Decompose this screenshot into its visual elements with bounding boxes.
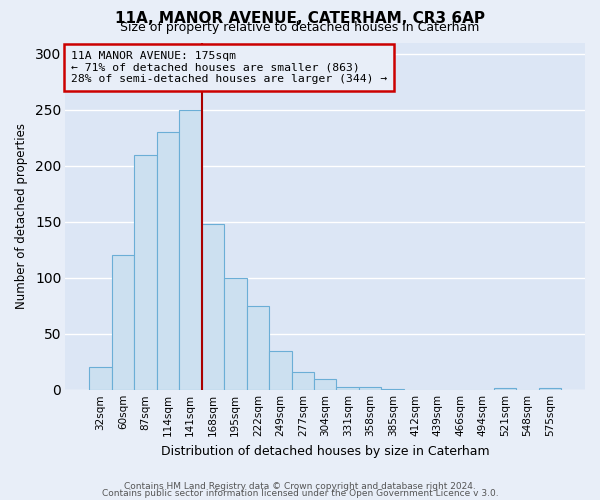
Bar bbox=[337, 386, 359, 390]
Bar bbox=[134, 154, 157, 390]
Bar bbox=[314, 378, 337, 390]
Bar bbox=[247, 306, 269, 390]
Bar bbox=[382, 389, 404, 390]
Text: 11A, MANOR AVENUE, CATERHAM, CR3 6AP: 11A, MANOR AVENUE, CATERHAM, CR3 6AP bbox=[115, 11, 485, 26]
Bar bbox=[292, 372, 314, 390]
Bar bbox=[179, 110, 202, 390]
Bar bbox=[539, 388, 562, 390]
Bar bbox=[494, 388, 517, 390]
Bar bbox=[112, 256, 134, 390]
Text: 11A MANOR AVENUE: 175sqm
← 71% of detached houses are smaller (863)
28% of semi-: 11A MANOR AVENUE: 175sqm ← 71% of detach… bbox=[71, 51, 387, 84]
Y-axis label: Number of detached properties: Number of detached properties bbox=[15, 123, 28, 309]
Text: Contains public sector information licensed under the Open Government Licence v : Contains public sector information licen… bbox=[101, 489, 499, 498]
Text: Size of property relative to detached houses in Caterham: Size of property relative to detached ho… bbox=[121, 21, 479, 34]
Bar bbox=[224, 278, 247, 390]
Bar bbox=[269, 350, 292, 390]
X-axis label: Distribution of detached houses by size in Caterham: Distribution of detached houses by size … bbox=[161, 444, 490, 458]
Bar bbox=[202, 224, 224, 390]
Bar bbox=[157, 132, 179, 390]
Bar bbox=[89, 368, 112, 390]
Bar bbox=[359, 386, 382, 390]
Text: Contains HM Land Registry data © Crown copyright and database right 2024.: Contains HM Land Registry data © Crown c… bbox=[124, 482, 476, 491]
